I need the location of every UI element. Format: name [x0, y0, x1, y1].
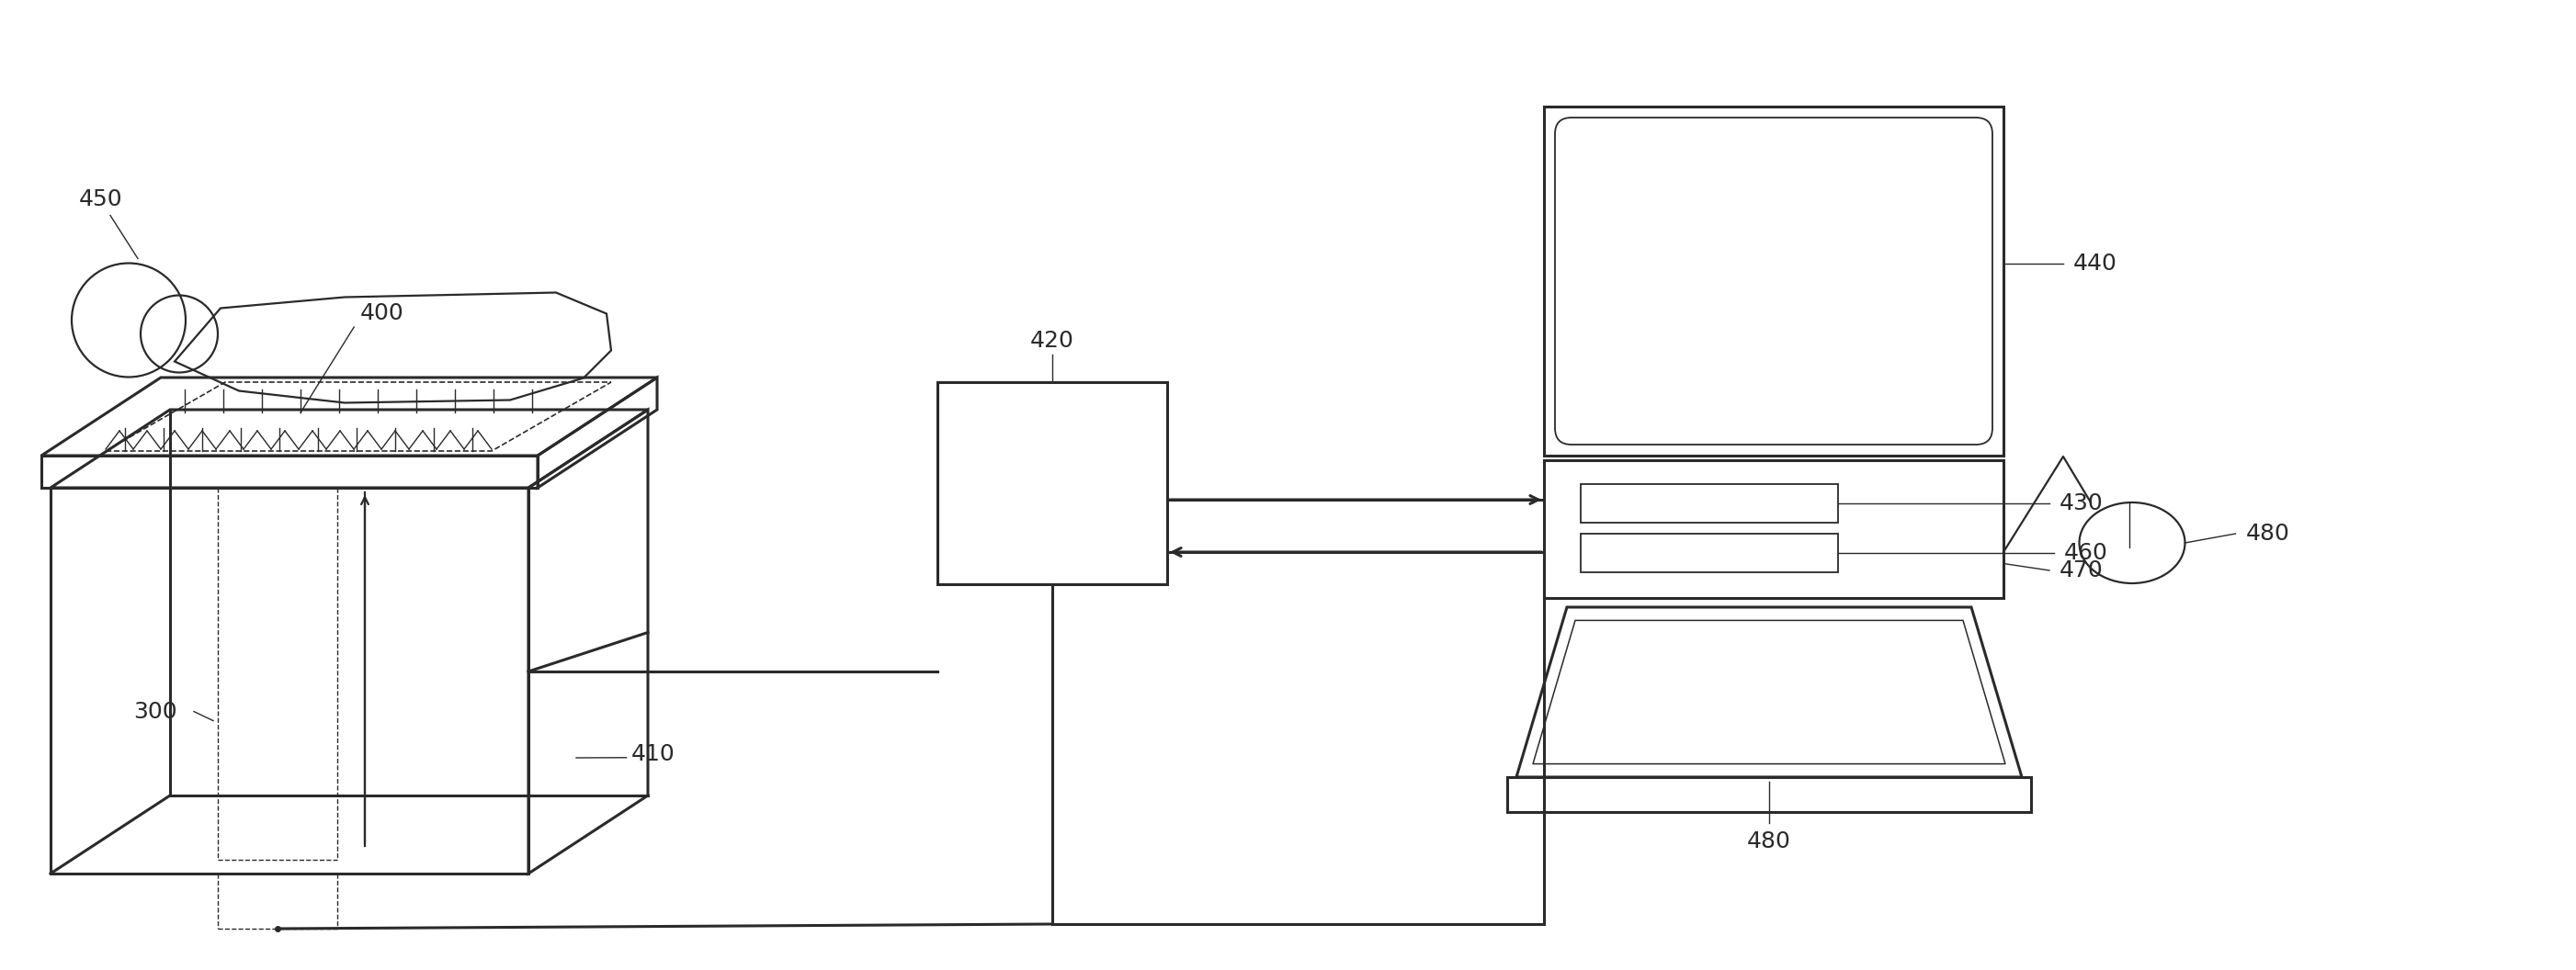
Text: 400: 400 — [361, 303, 404, 324]
Bar — [1543, 107, 2004, 456]
Text: 450: 450 — [80, 188, 124, 210]
Bar — [52, 488, 528, 874]
Bar — [1582, 484, 1839, 523]
Text: 420: 420 — [1030, 330, 1074, 352]
Text: 440: 440 — [2074, 252, 2117, 275]
Bar — [1582, 534, 1839, 572]
Text: 410: 410 — [631, 743, 675, 764]
Bar — [41, 456, 538, 488]
Bar — [1543, 460, 2004, 598]
Bar — [1507, 777, 2030, 812]
Text: 480: 480 — [1747, 830, 1790, 853]
Text: 300: 300 — [134, 700, 178, 723]
Text: 430: 430 — [2061, 493, 2105, 514]
Text: 460: 460 — [2063, 542, 2107, 564]
Text: 480: 480 — [2246, 523, 2290, 545]
Text: 470: 470 — [2061, 560, 2105, 581]
Bar — [938, 382, 1167, 584]
